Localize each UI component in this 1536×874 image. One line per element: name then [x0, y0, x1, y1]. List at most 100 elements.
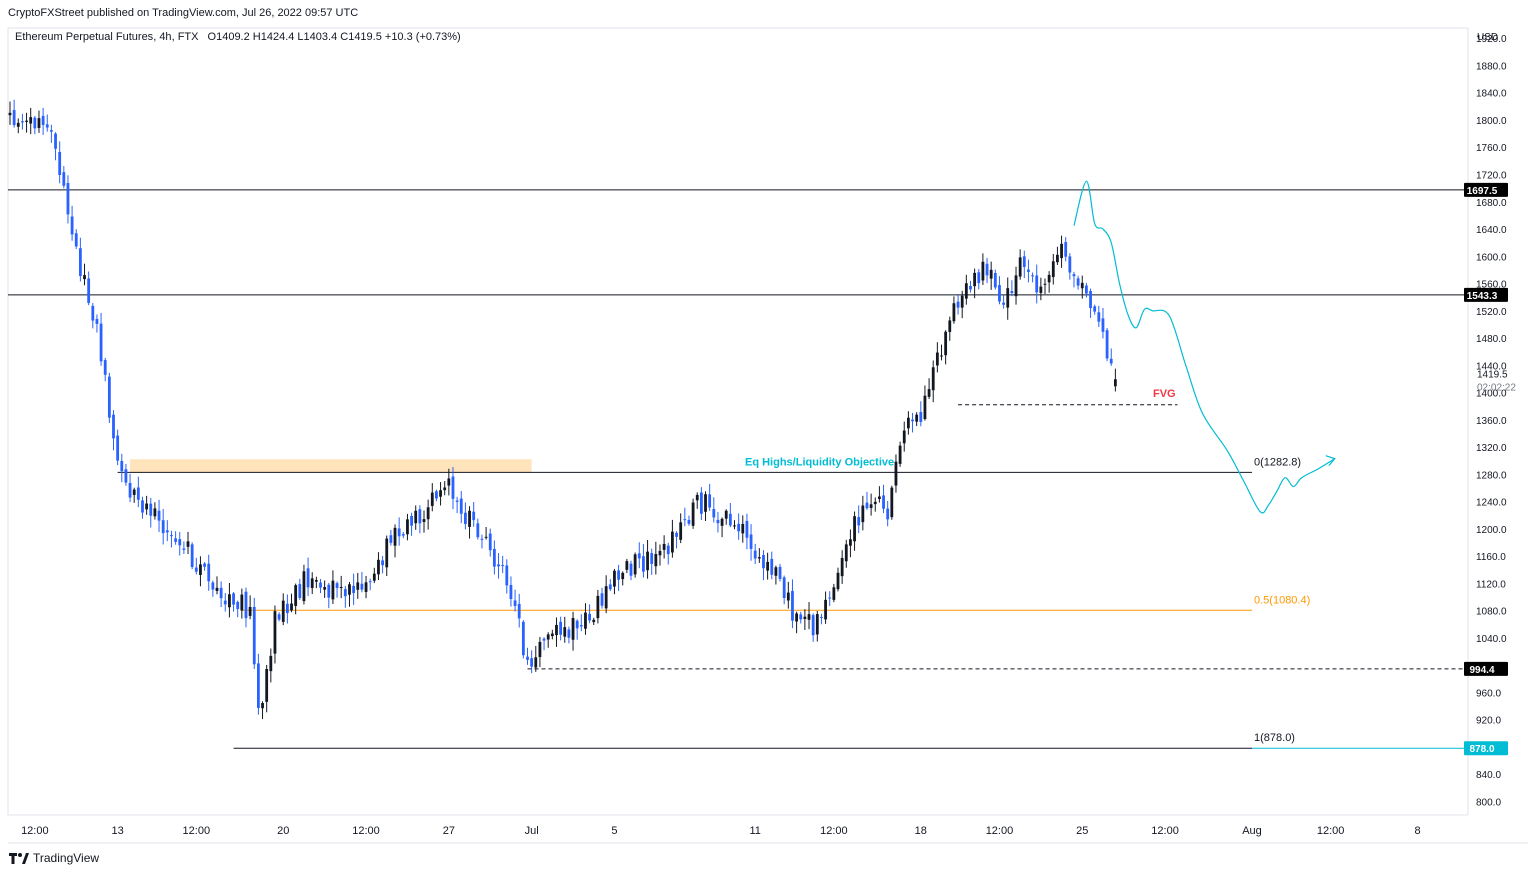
candle[interactable]	[1047, 274, 1051, 283]
candle[interactable]	[439, 490, 442, 497]
candle[interactable]	[774, 567, 778, 576]
candle[interactable]	[538, 641, 542, 658]
candle[interactable]	[377, 559, 380, 575]
candle[interactable]	[646, 551, 649, 571]
candle[interactable]	[107, 376, 111, 418]
candle[interactable]	[1060, 243, 1063, 259]
candle[interactable]	[186, 541, 190, 547]
candle[interactable]	[447, 478, 451, 486]
candle[interactable]	[658, 550, 662, 556]
candle[interactable]	[356, 582, 360, 590]
candle[interactable]	[579, 625, 583, 627]
candle[interactable]	[165, 530, 169, 533]
candle[interactable]	[397, 528, 401, 537]
candle[interactable]	[236, 602, 240, 609]
candle[interactable]	[770, 558, 774, 575]
candle[interactable]	[604, 586, 608, 609]
candle[interactable]	[1101, 318, 1105, 332]
candle[interactable]	[265, 669, 269, 702]
candle[interactable]	[1039, 286, 1043, 293]
candle[interactable]	[306, 568, 310, 588]
candle[interactable]	[811, 615, 815, 636]
candle[interactable]	[1051, 261, 1055, 278]
candle[interactable]	[588, 613, 591, 621]
candle[interactable]	[124, 469, 128, 483]
candle[interactable]	[112, 414, 115, 439]
candle[interactable]	[828, 597, 832, 599]
candle[interactable]	[973, 272, 977, 287]
candle[interactable]	[617, 570, 620, 580]
candle[interactable]	[244, 591, 248, 619]
candle[interactable]	[745, 520, 749, 538]
candle[interactable]	[1085, 285, 1088, 294]
candle[interactable]	[484, 536, 488, 538]
candle[interactable]	[699, 492, 703, 514]
candle[interactable]	[832, 587, 836, 600]
candle[interactable]	[608, 584, 612, 590]
candle[interactable]	[571, 618, 575, 640]
candle[interactable]	[691, 502, 695, 526]
candle[interactable]	[1014, 275, 1018, 297]
candle[interactable]	[430, 492, 434, 506]
symbol-name[interactable]: Ethereum Perpetual Futures	[15, 31, 154, 43]
candle[interactable]	[1018, 257, 1022, 277]
candle[interactable]	[480, 538, 484, 540]
candle[interactable]	[410, 515, 413, 526]
candle[interactable]	[662, 543, 666, 550]
candle[interactable]	[476, 523, 480, 538]
candle[interactable]	[157, 510, 161, 521]
candle[interactable]	[1068, 256, 1072, 273]
candle[interactable]	[654, 554, 658, 567]
candle[interactable]	[161, 520, 165, 534]
candle[interactable]	[178, 539, 182, 546]
candle[interactable]	[25, 120, 28, 122]
candle[interactable]	[468, 510, 471, 527]
candle[interactable]	[285, 603, 289, 614]
candle[interactable]	[956, 301, 960, 308]
candle[interactable]	[248, 607, 252, 616]
candle[interactable]	[339, 587, 343, 589]
candle[interactable]	[960, 295, 964, 308]
candle[interactable]	[1035, 275, 1039, 293]
candle[interactable]	[132, 489, 136, 495]
candle[interactable]	[741, 523, 745, 534]
candle[interactable]	[944, 331, 948, 356]
candle[interactable]	[1089, 290, 1092, 309]
candle[interactable]	[348, 584, 351, 595]
candle[interactable]	[671, 531, 674, 553]
candle[interactable]	[352, 585, 356, 594]
candle[interactable]	[331, 580, 335, 600]
candle[interactable]	[575, 620, 579, 629]
candle[interactable]	[890, 487, 894, 518]
candle[interactable]	[488, 533, 492, 551]
candle[interactable]	[145, 503, 149, 510]
candle[interactable]	[16, 122, 20, 127]
candle[interactable]	[199, 564, 202, 575]
candle[interactable]	[642, 556, 645, 572]
candle[interactable]	[401, 534, 405, 536]
candle[interactable]	[414, 510, 418, 524]
candle[interactable]	[406, 519, 409, 535]
candle[interactable]	[915, 414, 919, 422]
candle[interactable]	[795, 613, 798, 622]
candle[interactable]	[600, 593, 604, 606]
candle[interactable]	[1093, 306, 1097, 312]
candle[interactable]	[170, 535, 173, 537]
candle[interactable]	[712, 509, 716, 518]
candle[interactable]	[757, 557, 761, 559]
candle[interactable]	[497, 564, 500, 567]
candle[interactable]	[762, 554, 765, 569]
candle[interactable]	[1002, 302, 1005, 305]
candle[interactable]	[911, 419, 914, 422]
candle[interactable]	[840, 557, 844, 577]
candle[interactable]	[281, 600, 285, 622]
tradingview-brand[interactable]: TradingView	[9, 851, 99, 865]
candle[interactable]	[749, 534, 753, 549]
candle[interactable]	[277, 614, 281, 620]
candle[interactable]	[1113, 379, 1117, 387]
timeframe[interactable]: 4h	[159, 31, 172, 43]
candle[interactable]	[215, 587, 219, 591]
candle[interactable]	[666, 545, 670, 555]
candle[interactable]	[294, 585, 298, 606]
